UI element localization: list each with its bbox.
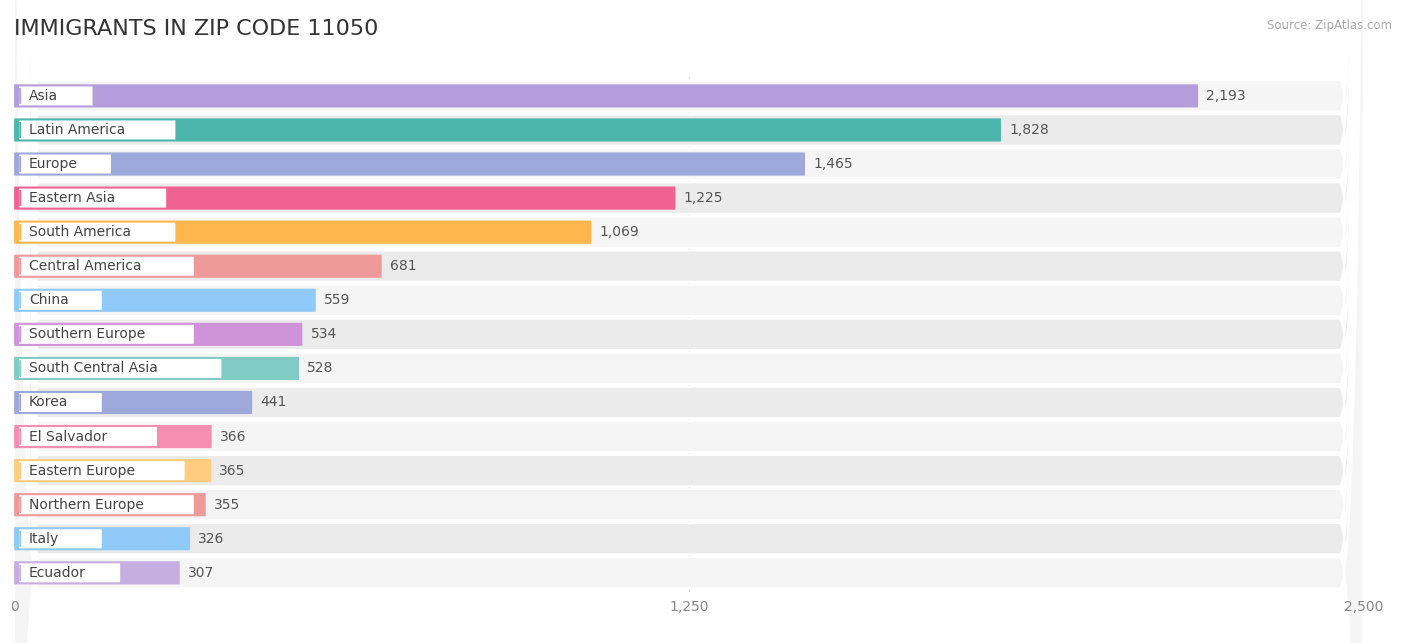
Text: Source: ZipAtlas.com: Source: ZipAtlas.com (1267, 19, 1392, 32)
FancyBboxPatch shape (18, 359, 221, 378)
Text: 307: 307 (188, 566, 214, 580)
FancyBboxPatch shape (14, 0, 1364, 643)
FancyBboxPatch shape (18, 325, 194, 344)
FancyBboxPatch shape (14, 0, 1364, 643)
Text: 681: 681 (389, 259, 416, 273)
Text: 2,193: 2,193 (1206, 89, 1246, 103)
FancyBboxPatch shape (14, 0, 1364, 643)
FancyBboxPatch shape (18, 86, 93, 105)
FancyBboxPatch shape (14, 255, 382, 278)
FancyBboxPatch shape (18, 563, 120, 583)
FancyBboxPatch shape (14, 459, 211, 482)
Text: 365: 365 (219, 464, 246, 478)
FancyBboxPatch shape (14, 221, 591, 244)
FancyBboxPatch shape (14, 0, 1364, 643)
Text: Southern Europe: Southern Europe (30, 327, 145, 341)
FancyBboxPatch shape (14, 561, 180, 584)
Text: Latin America: Latin America (30, 123, 125, 137)
Text: 1,465: 1,465 (813, 157, 853, 171)
Text: Eastern Asia: Eastern Asia (30, 191, 115, 205)
FancyBboxPatch shape (14, 0, 1364, 643)
Text: IMMIGRANTS IN ZIP CODE 11050: IMMIGRANTS IN ZIP CODE 11050 (14, 19, 378, 39)
Text: Ecuador: Ecuador (30, 566, 86, 580)
Text: 355: 355 (214, 498, 240, 512)
FancyBboxPatch shape (14, 357, 299, 380)
Text: 441: 441 (260, 395, 287, 410)
FancyBboxPatch shape (14, 0, 1364, 643)
FancyBboxPatch shape (14, 186, 675, 210)
Text: Northern Europe: Northern Europe (30, 498, 143, 512)
Text: 1,069: 1,069 (599, 225, 640, 239)
FancyBboxPatch shape (14, 289, 316, 312)
FancyBboxPatch shape (14, 391, 252, 414)
Text: Italy: Italy (30, 532, 59, 546)
Text: El Salvador: El Salvador (30, 430, 107, 444)
FancyBboxPatch shape (18, 427, 157, 446)
FancyBboxPatch shape (18, 154, 111, 174)
Text: China: China (30, 293, 69, 307)
FancyBboxPatch shape (14, 0, 1364, 643)
Text: Eastern Europe: Eastern Europe (30, 464, 135, 478)
FancyBboxPatch shape (18, 393, 101, 412)
FancyBboxPatch shape (14, 493, 205, 516)
FancyBboxPatch shape (14, 152, 806, 176)
FancyBboxPatch shape (14, 0, 1364, 643)
FancyBboxPatch shape (14, 84, 1198, 107)
FancyBboxPatch shape (18, 120, 176, 140)
FancyBboxPatch shape (14, 527, 190, 550)
FancyBboxPatch shape (18, 257, 194, 276)
FancyBboxPatch shape (18, 461, 184, 480)
FancyBboxPatch shape (18, 291, 101, 310)
Text: South Central Asia: South Central Asia (30, 361, 157, 376)
Text: Korea: Korea (30, 395, 69, 410)
Text: 559: 559 (323, 293, 350, 307)
Text: 366: 366 (219, 430, 246, 444)
FancyBboxPatch shape (14, 0, 1364, 643)
FancyBboxPatch shape (18, 222, 176, 242)
Text: 534: 534 (311, 327, 336, 341)
FancyBboxPatch shape (18, 529, 101, 548)
FancyBboxPatch shape (18, 188, 166, 208)
FancyBboxPatch shape (14, 0, 1364, 643)
FancyBboxPatch shape (18, 495, 194, 514)
FancyBboxPatch shape (14, 118, 1001, 141)
FancyBboxPatch shape (14, 323, 302, 346)
Text: 1,828: 1,828 (1010, 123, 1049, 137)
Text: Europe: Europe (30, 157, 77, 171)
Text: 528: 528 (308, 361, 333, 376)
FancyBboxPatch shape (14, 0, 1364, 643)
FancyBboxPatch shape (14, 0, 1364, 643)
FancyBboxPatch shape (14, 0, 1364, 643)
FancyBboxPatch shape (14, 0, 1364, 643)
Text: 1,225: 1,225 (683, 191, 723, 205)
Text: Asia: Asia (30, 89, 58, 103)
FancyBboxPatch shape (14, 0, 1364, 643)
Text: 326: 326 (198, 532, 225, 546)
FancyBboxPatch shape (14, 425, 212, 448)
Text: South America: South America (30, 225, 131, 239)
Text: Central America: Central America (30, 259, 142, 273)
